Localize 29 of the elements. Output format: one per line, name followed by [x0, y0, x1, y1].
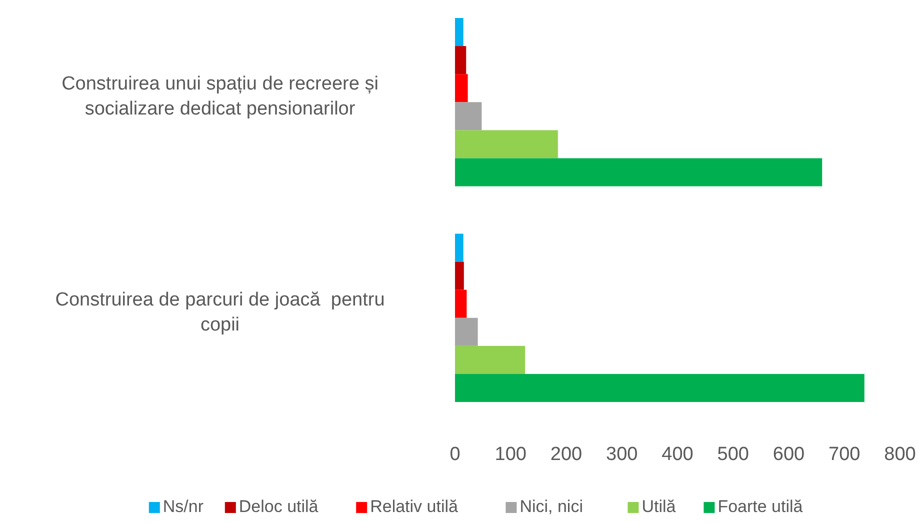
- bar: [455, 318, 478, 346]
- x-tick-label: 100: [494, 444, 526, 465]
- x-tick-label: 500: [717, 444, 749, 465]
- x-tick-label: 600: [772, 444, 805, 465]
- legend-label: Nici, nici: [520, 497, 583, 516]
- bar: [455, 130, 558, 158]
- x-tick-label: 700: [828, 444, 860, 465]
- bar: [455, 262, 464, 290]
- legend-label: Foarte utilă: [718, 497, 804, 516]
- bar: [455, 374, 864, 402]
- bar: [455, 158, 822, 186]
- y-tick-label: Construirea de parcuri de joacă pentru copii: [55, 289, 385, 336]
- y-tick-label: Construirea unui spațiu de recreere și socializare dedicat pensionarilor: [62, 74, 378, 120]
- x-tick-label: 800: [884, 444, 916, 465]
- bar: [455, 18, 464, 46]
- legend-label: Relativ utilă: [370, 497, 459, 516]
- bar: [455, 346, 526, 374]
- bar: [455, 290, 467, 318]
- x-tick-label: 200: [550, 444, 582, 465]
- legend-label: Utilă: [642, 497, 676, 516]
- bar: [455, 102, 482, 130]
- bar: [455, 234, 464, 262]
- legend-label: Deloc utilă: [238, 497, 319, 516]
- x-tick-label: 400: [662, 444, 694, 465]
- x-tick-label: 0: [450, 444, 460, 465]
- legend-label: Ns/nr: [162, 497, 204, 516]
- bar: [455, 46, 466, 74]
- bar: [455, 74, 468, 102]
- x-tick-label: 300: [606, 444, 638, 465]
